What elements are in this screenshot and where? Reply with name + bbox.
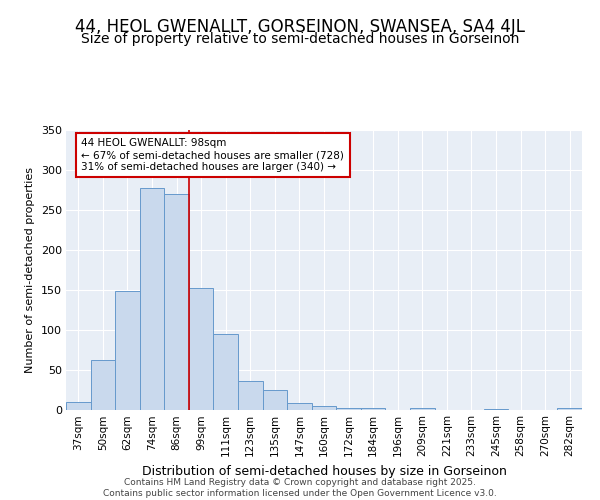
- Bar: [238, 381, 263, 410]
- Text: Size of property relative to semi-detached houses in Gorseinon: Size of property relative to semi-detach…: [81, 32, 519, 46]
- Text: Contains HM Land Registry data © Crown copyright and database right 2025.
Contai: Contains HM Land Registry data © Crown c…: [103, 478, 497, 498]
- Bar: [361, 408, 385, 410]
- Bar: [214, 334, 238, 410]
- Bar: [336, 408, 361, 410]
- Bar: [312, 406, 336, 410]
- Bar: [164, 194, 189, 410]
- Text: 44, HEOL GWENALLT, GORSEINON, SWANSEA, SA4 4JL: 44, HEOL GWENALLT, GORSEINON, SWANSEA, S…: [75, 18, 525, 36]
- Bar: [115, 291, 140, 410]
- Bar: [287, 403, 312, 410]
- Y-axis label: Number of semi-detached properties: Number of semi-detached properties: [25, 167, 35, 373]
- Bar: [484, 409, 508, 410]
- Bar: [263, 390, 287, 410]
- Bar: [557, 408, 582, 410]
- Bar: [91, 360, 115, 410]
- X-axis label: Distribution of semi-detached houses by size in Gorseinon: Distribution of semi-detached houses by …: [142, 464, 506, 477]
- Bar: [410, 408, 434, 410]
- Bar: [140, 188, 164, 410]
- Text: 44 HEOL GWENALLT: 98sqm
← 67% of semi-detached houses are smaller (728)
31% of s: 44 HEOL GWENALLT: 98sqm ← 67% of semi-de…: [82, 138, 344, 172]
- Bar: [189, 288, 214, 410]
- Bar: [66, 402, 91, 410]
